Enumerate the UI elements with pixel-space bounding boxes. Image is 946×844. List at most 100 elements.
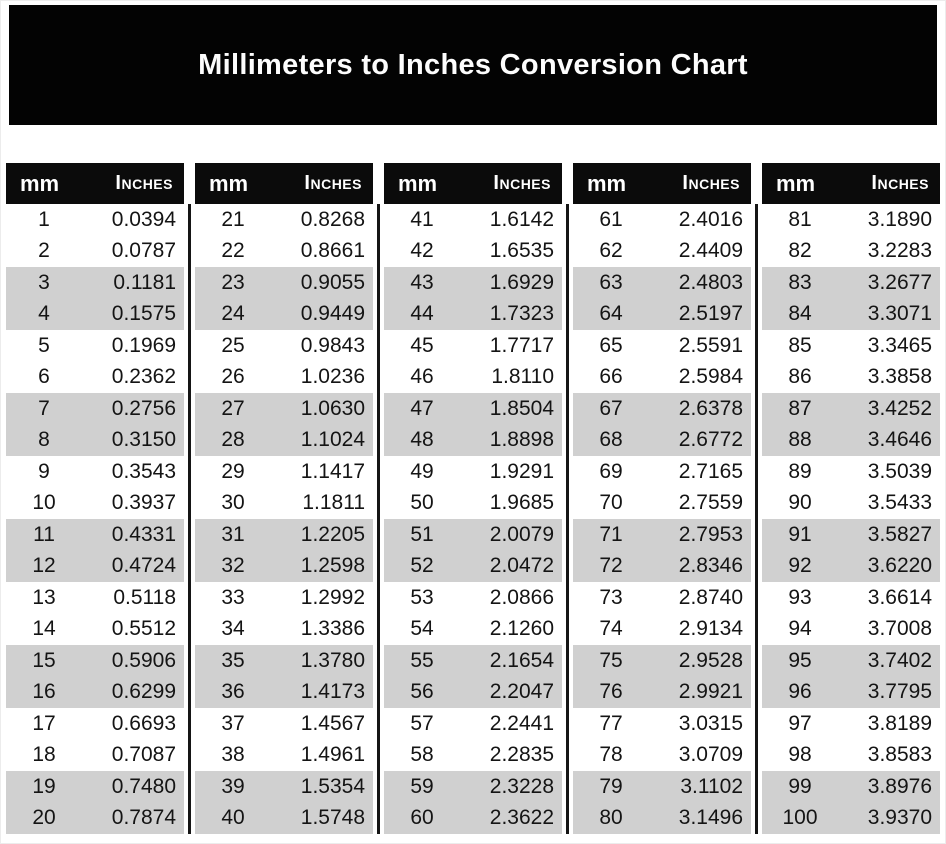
table-row: 48 1.8898 xyxy=(384,424,562,456)
table-row: 14 0.5512 xyxy=(6,614,184,646)
inches-value: 0.2362 xyxy=(111,365,176,389)
inches-value: 1.2992 xyxy=(300,585,365,609)
mm-value: 18 xyxy=(32,743,56,767)
table-row: 44 1.7323 xyxy=(384,298,562,330)
table-row: 58 2.2835 xyxy=(384,740,562,772)
table-body: 21 0.8268 22 0.8661 23 0.9055 24 0.9449 … xyxy=(195,204,373,834)
conversion-table-3: mm Inches 41 1.6142 42 1.6535 43 1.6929 … xyxy=(384,163,562,834)
mm-value: 55 xyxy=(410,648,434,672)
table-row: 25 0.9843 xyxy=(195,330,373,362)
mm-value: 80 xyxy=(599,806,623,830)
mm-value: 19 xyxy=(32,774,56,798)
table-row: 1 0.0394 xyxy=(6,204,184,236)
mm-value: 86 xyxy=(788,365,812,389)
mm-value: 58 xyxy=(410,743,434,767)
table-row: 67 2.6378 xyxy=(573,393,751,425)
table-row: 73 2.8740 xyxy=(573,582,751,614)
inches-value: 2.8346 xyxy=(678,554,743,578)
inches-value: 2.6378 xyxy=(678,396,743,420)
inches-value: 0.2756 xyxy=(111,396,176,420)
mm-value: 7 xyxy=(38,396,50,420)
mm-value: 43 xyxy=(410,270,434,294)
table-row: 66 2.5984 xyxy=(573,362,751,394)
table-header-row: mm Inches xyxy=(573,163,751,204)
table-row: 79 3.1102 xyxy=(573,771,751,803)
mm-value: 3 xyxy=(38,270,50,294)
table-row: 54 2.1260 xyxy=(384,614,562,646)
mm-value: 15 xyxy=(32,648,56,672)
inches-value: 1.1811 xyxy=(302,491,365,515)
mm-value: 84 xyxy=(788,302,812,326)
mm-value: 1 xyxy=(38,207,50,231)
inches-value: 0.8661 xyxy=(300,239,365,263)
table-row: 68 2.6772 xyxy=(573,424,751,456)
table-row: 76 2.9921 xyxy=(573,676,751,708)
inches-value: 1.9291 xyxy=(489,459,554,483)
table-row: 4 0.1575 xyxy=(6,298,184,330)
inches-column-header: Inches xyxy=(115,172,173,194)
table-row: 18 0.7087 xyxy=(6,740,184,772)
table-row: 39 1.5354 xyxy=(195,771,373,803)
mm-value: 17 xyxy=(32,711,56,735)
table-row: 8 0.3150 xyxy=(6,424,184,456)
mm-value: 36 xyxy=(221,680,245,704)
table-row: 35 1.3780 xyxy=(195,645,373,677)
mm-value: 92 xyxy=(788,554,812,578)
mm-value: 59 xyxy=(410,774,434,798)
inches-value: 3.6220 xyxy=(867,554,932,578)
table-row: 59 2.3228 xyxy=(384,771,562,803)
inches-value: 1.4567 xyxy=(300,711,365,735)
table-row: 23 0.9055 xyxy=(195,267,373,299)
mm-value: 37 xyxy=(221,711,245,735)
table-row: 88 3.4646 xyxy=(762,424,940,456)
table-row: 60 2.3622 xyxy=(384,802,562,834)
table-row: 45 1.7717 xyxy=(384,330,562,362)
mm-value: 4 xyxy=(38,302,50,326)
mm-column-header: mm xyxy=(587,170,627,196)
mm-value: 8 xyxy=(38,428,50,452)
mm-value: 13 xyxy=(32,585,56,609)
inches-value: 2.4803 xyxy=(678,270,743,294)
table-row: 80 3.1496 xyxy=(573,802,751,834)
inches-value: 0.3543 xyxy=(111,459,176,483)
inches-value: 1.4961 xyxy=(300,743,365,767)
mm-value: 23 xyxy=(221,270,245,294)
inches-value: 2.1260 xyxy=(489,617,554,641)
inches-column-header: Inches xyxy=(493,172,551,194)
inches-value: 0.4331 xyxy=(111,522,176,546)
table-row: 2 0.0787 xyxy=(6,236,184,268)
table-row: 33 1.2992 xyxy=(195,582,373,614)
mm-value: 72 xyxy=(599,554,623,578)
mm-value: 20 xyxy=(32,806,56,830)
inches-value: 0.8268 xyxy=(300,207,365,231)
mm-value: 32 xyxy=(221,554,245,578)
mm-value: 87 xyxy=(788,396,812,420)
table-row: 34 1.3386 xyxy=(195,614,373,646)
table-row: 75 2.9528 xyxy=(573,645,751,677)
mm-value: 34 xyxy=(221,617,245,641)
inches-value: 3.3465 xyxy=(867,333,932,357)
inches-value: 3.7795 xyxy=(867,680,932,704)
table-body: 61 2.4016 62 2.4409 63 2.4803 64 2.5197 … xyxy=(573,204,751,834)
mm-value: 82 xyxy=(788,239,812,263)
table-row: 30 1.1811 xyxy=(195,488,373,520)
inches-value: 2.5984 xyxy=(678,365,743,389)
table-body: 81 3.1890 82 3.2283 83 3.2677 84 3.3071 … xyxy=(762,204,940,834)
table-row: 21 0.8268 xyxy=(195,204,373,236)
table-row: 97 3.8189 xyxy=(762,708,940,740)
inches-value: 2.9134 xyxy=(678,617,743,641)
table-row: 37 1.4567 xyxy=(195,708,373,740)
table-row: 77 3.0315 xyxy=(573,708,751,740)
table-row: 69 2.7165 xyxy=(573,456,751,488)
conversion-table-4: mm Inches 61 2.4016 62 2.4409 63 2.4803 … xyxy=(573,163,751,834)
mm-value: 45 xyxy=(410,333,434,357)
mm-value: 46 xyxy=(410,365,434,389)
inches-value: 1.9685 xyxy=(489,491,554,515)
mm-value: 29 xyxy=(221,459,245,483)
mm-value: 40 xyxy=(221,806,245,830)
table-divider xyxy=(755,204,758,834)
table-row: 13 0.5118 xyxy=(6,582,184,614)
mm-value: 10 xyxy=(32,491,56,515)
mm-value: 65 xyxy=(599,333,623,357)
inches-value: 3.3071 xyxy=(867,302,932,326)
